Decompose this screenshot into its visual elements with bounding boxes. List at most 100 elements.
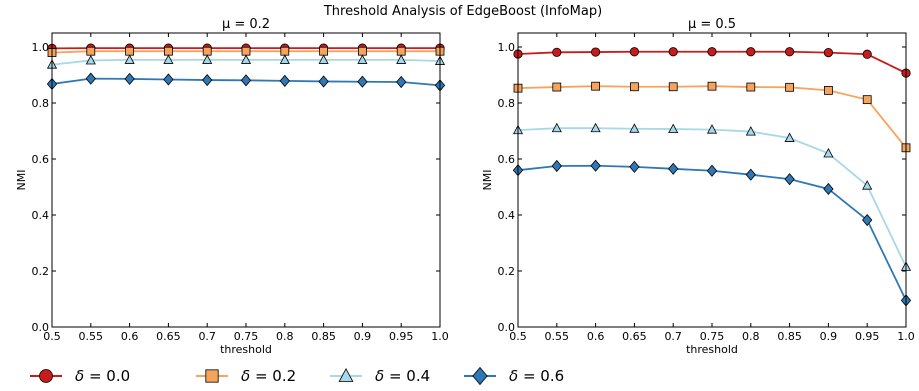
x-tick-label: 0.65 <box>156 330 181 343</box>
x-tick-label: 0.85 <box>311 330 336 343</box>
x-tick-label: 0.85 <box>777 330 802 343</box>
data-point <box>396 75 407 89</box>
chart-panels: μ = 0.2 0.5 0.55 0.6 0.65 0.7 0.75 0.8 0.85 0.9 0.… <box>15 17 915 356</box>
data-point <box>784 173 795 186</box>
chart-panel-1: μ = 0.2 0.5 0.55 0.6 0.65 0.7 0.75 0.8 0.85 0.9 0.… <box>15 17 449 356</box>
data-point <box>240 54 252 64</box>
data-point <box>551 122 562 133</box>
legend-entry-4: δ = 0.6 <box>464 366 564 386</box>
series-line-4 <box>518 164 906 301</box>
data-point <box>280 46 290 56</box>
panel-title: μ = 0.5 <box>688 17 736 32</box>
y-tick-label: 0.0 <box>32 321 50 334</box>
y-axis-label: NMI <box>15 170 28 191</box>
data-point <box>552 82 562 92</box>
x-tick-label: 0.5 <box>43 330 61 343</box>
data-point <box>823 147 834 158</box>
y-tick-label: 0.8 <box>32 97 50 110</box>
data-point <box>785 82 794 92</box>
data-point <box>551 159 562 173</box>
data-point <box>125 46 134 56</box>
legend-value: = 0.4 <box>384 367 430 385</box>
data-point <box>862 213 873 227</box>
legend-marker <box>338 368 354 382</box>
data-point <box>862 95 872 105</box>
x-tick-label: 0.55 <box>545 330 570 343</box>
y-tick-label: 1.0 <box>498 41 516 54</box>
data-point <box>552 47 562 57</box>
data-point <box>357 54 368 64</box>
data-point <box>823 47 834 58</box>
y-tick-label: 0.4 <box>32 209 50 222</box>
legend: δ = 0.0 δ = 0.2 δ = 0.4 δ = 0.6 <box>30 366 564 386</box>
series-line-2 <box>518 85 906 149</box>
data-point <box>319 46 328 56</box>
data-point <box>85 72 96 85</box>
chart-panel-2: μ = 0.5 0.5 0.55 0.6 0.65 0.7 0.75 0.8 0.85 0.9 0.… <box>481 17 915 356</box>
legend-entry-1: δ = 0.0 <box>30 367 130 385</box>
legend-label: δ = 0.2 <box>241 367 296 385</box>
data-point <box>823 182 834 196</box>
data-point <box>124 72 135 85</box>
data-point <box>86 46 96 56</box>
data-point <box>629 160 640 173</box>
data-point <box>240 74 252 87</box>
legend-entry-3: δ = 0.4 <box>330 367 430 385</box>
data-point <box>668 47 678 57</box>
legend-symbol: δ <box>241 367 250 385</box>
data-point <box>124 54 135 64</box>
data-point <box>590 122 601 133</box>
data-point <box>629 123 640 133</box>
x-tick-label: 0.95 <box>855 330 880 343</box>
legend-label: δ = 0.4 <box>375 367 430 385</box>
data-point <box>164 46 173 56</box>
figure-title: Threshold Analysis of EdgeBoost (InfoMap… <box>323 4 602 19</box>
x-tick-label: 0.65 <box>622 330 647 343</box>
data-point <box>396 46 406 56</box>
y-tick-label: 0.0 <box>498 321 516 334</box>
marker-layer <box>46 43 446 92</box>
data-point <box>163 54 174 64</box>
x-tick-label: 1.0 <box>431 330 449 343</box>
data-point <box>279 54 290 64</box>
data-point <box>745 168 756 181</box>
x-tick-label: 0.55 <box>79 330 104 343</box>
data-point <box>590 159 601 172</box>
data-point <box>279 74 290 87</box>
data-point <box>591 81 600 91</box>
axes-frame <box>517 32 907 328</box>
x-tick-label: 0.8 <box>276 330 294 343</box>
x-tick-label: 0.95 <box>389 330 414 343</box>
data-point <box>707 81 717 91</box>
legend-symbol: δ <box>75 367 84 385</box>
data-point <box>318 54 329 64</box>
legend-marker <box>205 369 219 383</box>
series-line-3 <box>518 127 906 268</box>
x-tick-label: 0.9 <box>820 330 838 343</box>
data-point <box>707 47 717 57</box>
data-point <box>784 47 795 57</box>
y-tick-label: 0.6 <box>32 153 50 166</box>
data-point <box>241 46 251 56</box>
data-point <box>202 46 212 56</box>
legend-value: = 0.0 <box>84 367 130 385</box>
data-point <box>824 86 833 95</box>
x-tick-label: 0.7 <box>198 330 216 343</box>
data-point <box>358 46 367 56</box>
y-tick-label: 0.2 <box>498 265 516 278</box>
data-point <box>396 54 407 64</box>
x-tick-label: 0.5 <box>509 330 527 343</box>
data-point <box>746 82 756 92</box>
data-point <box>668 162 679 175</box>
data-point <box>862 180 873 190</box>
x-axis-label: threshold <box>220 343 272 356</box>
data-point <box>668 123 679 134</box>
data-point <box>202 73 213 87</box>
legend-entry-2: δ = 0.2 <box>196 367 296 385</box>
x-tick-label: 0.6 <box>587 330 605 343</box>
data-point <box>590 47 601 57</box>
y-tick-label: 0.2 <box>32 265 50 278</box>
legend-label: δ = 0.0 <box>75 367 130 385</box>
panel-title: μ = 0.2 <box>222 17 270 32</box>
